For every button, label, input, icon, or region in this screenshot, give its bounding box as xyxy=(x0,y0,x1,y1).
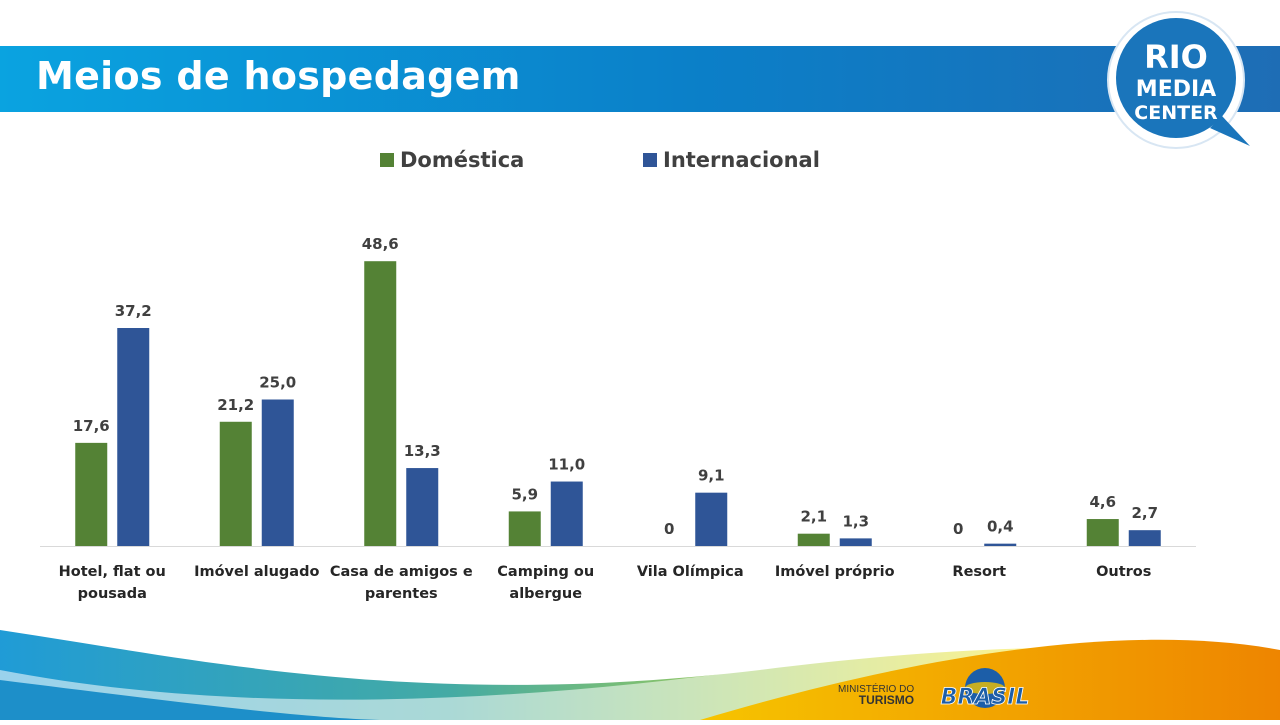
legend-swatch-internacional xyxy=(643,153,657,167)
bar-internacional-2 xyxy=(406,468,439,546)
bar-domestica-3 xyxy=(508,511,541,546)
ministerio-line2: TURISMO xyxy=(858,693,915,707)
ministerio-turismo-text: MINISTÉRIO DO TURISMO xyxy=(838,684,914,706)
category-label-4: Vila Olímpica xyxy=(637,564,744,580)
data-label-internacional-2: 13,3 xyxy=(404,442,441,460)
logo-line2: MEDIA xyxy=(1136,77,1216,102)
category-label-0-line0: Hotel, flat ou xyxy=(59,564,166,580)
data-label-internacional-4: 9,1 xyxy=(698,467,725,485)
logo-line3: CENTER xyxy=(1134,102,1218,124)
page-title: Meios de hospedagem xyxy=(36,54,521,98)
logo-line1: RIO xyxy=(1144,38,1208,76)
bar-domestica-2 xyxy=(364,261,397,546)
bar-domestica-7 xyxy=(1086,519,1119,546)
data-label-domestica-4: 0 xyxy=(664,520,674,538)
bar-internacional-0 xyxy=(117,328,150,546)
data-label-internacional-7: 2,7 xyxy=(1131,504,1158,522)
rio-media-center-logo: RIO MEDIA CENTER xyxy=(1104,8,1254,154)
legend-label-internacional: Internacional xyxy=(663,148,820,172)
brasil-text: BRASIL xyxy=(941,685,1030,710)
brasil-logo: BRASIL xyxy=(930,666,1040,716)
category-label-2-line1: parentes xyxy=(365,586,438,602)
category-label-3-line1: albergue xyxy=(509,586,582,602)
bar-domestica-1 xyxy=(219,421,252,546)
footer-waves xyxy=(0,600,1280,720)
category-label-0-line1: pousada xyxy=(78,586,147,602)
data-label-domestica-2: 48,6 xyxy=(362,235,399,253)
bar-internacional-5 xyxy=(839,538,872,546)
data-label-internacional-6: 0,4 xyxy=(987,518,1014,536)
header-band xyxy=(0,46,1280,112)
bar-internacional-7 xyxy=(1128,530,1161,546)
chart-legend: Doméstica Internacional xyxy=(380,148,820,172)
data-label-domestica-6: 0 xyxy=(953,520,963,538)
ministerio-line1: MINISTÉRIO DO xyxy=(838,684,915,695)
category-label-6: Resort xyxy=(952,564,1006,580)
data-label-internacional-3: 11,0 xyxy=(548,456,585,474)
legend-swatch-domestica xyxy=(380,153,394,167)
bar-domestica-5 xyxy=(797,533,830,546)
data-label-domestica-1: 21,2 xyxy=(217,396,254,414)
category-label-5: Imóvel próprio xyxy=(775,564,895,580)
bar-internacional-6 xyxy=(984,543,1017,546)
data-label-domestica-7: 4,6 xyxy=(1089,493,1116,511)
bar-domestica-0 xyxy=(75,442,108,546)
data-label-domestica-5: 2,1 xyxy=(800,508,827,526)
legend-label-domestica: Doméstica xyxy=(400,148,524,172)
data-label-domestica-0: 17,6 xyxy=(73,417,110,435)
data-label-domestica-3: 5,9 xyxy=(511,485,538,503)
category-label-1: Imóvel alugado xyxy=(194,564,319,580)
category-label-7: Outros xyxy=(1096,564,1151,580)
category-label-3-line0: Camping ou xyxy=(497,564,594,580)
bar-internacional-1 xyxy=(261,399,294,546)
bar-internacional-3 xyxy=(550,481,583,546)
data-label-internacional-5: 1,3 xyxy=(842,512,869,530)
category-label-2-line0: Casa de amigos e xyxy=(330,564,473,580)
bar-internacional-4 xyxy=(695,492,728,546)
data-label-internacional-0: 37,2 xyxy=(115,302,152,320)
data-label-internacional-1: 25,0 xyxy=(259,374,296,392)
